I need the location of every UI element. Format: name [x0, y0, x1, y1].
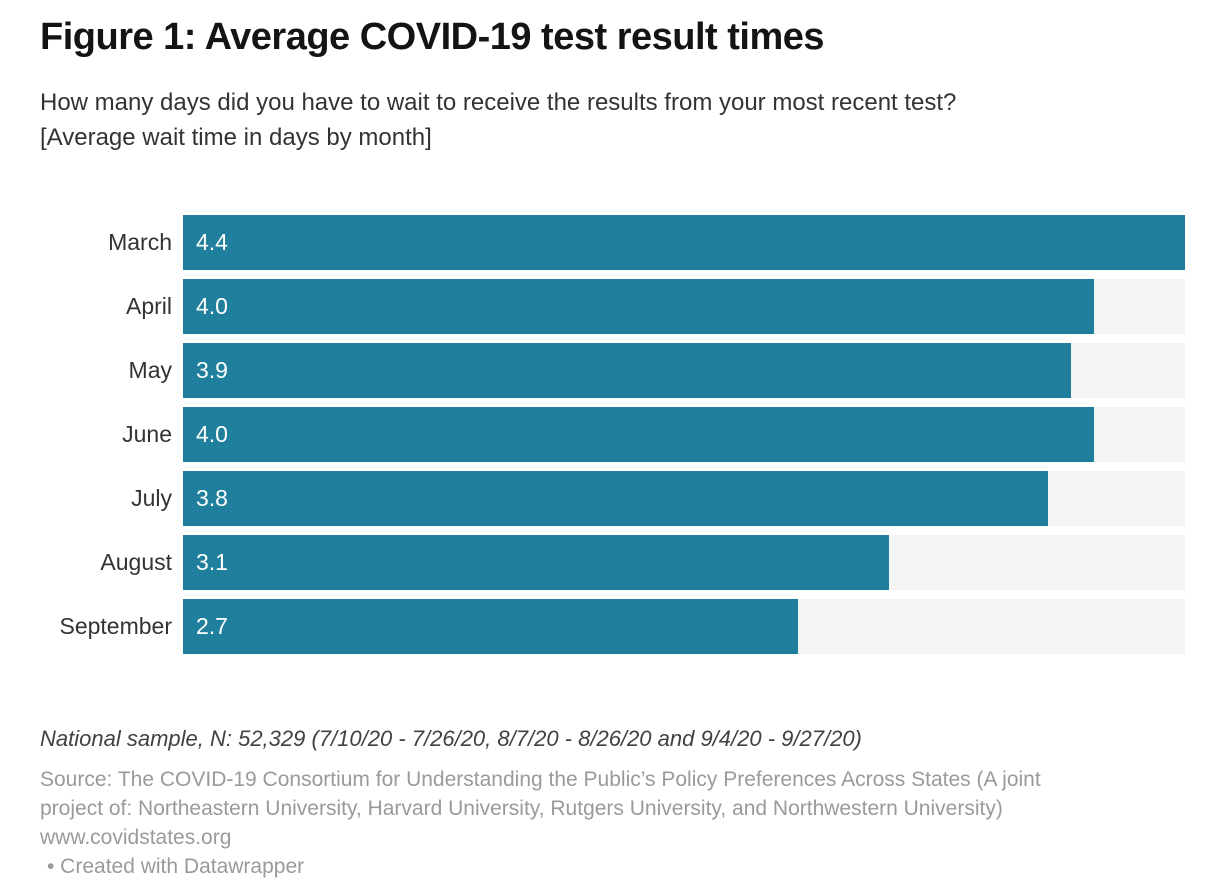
datawrapper-attribution-link[interactable]: • Created with Datawrapper [47, 855, 305, 878]
chart-row: April 4.0 [40, 279, 1185, 334]
source-line-1: Source: The COVID-19 Consortium for Unde… [40, 768, 1041, 791]
bar-value-label: 4.0 [196, 293, 228, 319]
bar-value-label: 3.9 [196, 357, 228, 383]
chart-subtitle-line-2: [Average wait time in days by month] [40, 124, 432, 151]
bar: 4.0 [183, 407, 1094, 462]
category-label: July [131, 485, 172, 511]
bar-track: 3.1 [183, 535, 1185, 590]
bar-value-label: 4.0 [196, 421, 228, 447]
chart-row: June 4.0 [40, 407, 1185, 462]
chart-rows: March 4.4 April 4.0 May 3.9 June 4.0 July 3.8 Augu… [40, 215, 1185, 654]
bar-track: 4.4 [183, 215, 1185, 270]
bar: 3.1 [183, 535, 889, 590]
bar-track: 2.7 [183, 599, 1185, 654]
category-label: May [128, 357, 172, 383]
bar: 3.9 [183, 343, 1072, 398]
category-label: September [59, 613, 172, 639]
bar-chart: March 4.4 April 4.0 May 3.9 June 4.0 July 3.8 Augu… [40, 215, 1185, 654]
bar-value-label: 3.1 [196, 549, 228, 575]
chart-row: September 2.7 [40, 599, 1185, 654]
chart-row: May 3.9 [40, 343, 1185, 398]
source-line-2: project of: Northeastern University, Har… [40, 797, 1003, 820]
category-label: April [125, 293, 172, 319]
chart-row: March 4.4 [40, 215, 1185, 270]
bar-track: 3.8 [183, 471, 1185, 526]
bar-value-label: 3.8 [196, 485, 228, 511]
sample-footnote: National sample, N: 52,329 (7/10/20 - 7/… [40, 726, 862, 751]
source-line-3-url: www.covidstates.org [40, 826, 232, 849]
bar-track: 3.9 [183, 343, 1185, 398]
bar-value-label: 4.4 [196, 229, 228, 255]
bar: 4.0 [183, 279, 1094, 334]
chart-subtitle: How many days did you have to wait to re… [40, 85, 1185, 155]
bar: 2.7 [183, 599, 798, 654]
category-label: June [122, 421, 172, 447]
bar: 4.4 [183, 215, 1185, 270]
chart-footer: National sample, N: 52,329 (7/10/20 - 7/… [40, 726, 1185, 881]
chart-title: Figure 1: Average COVID-19 test result t… [40, 16, 825, 58]
chart-row: August 3.1 [40, 535, 1185, 590]
chart-row: July 3.8 [40, 471, 1185, 526]
source-text: Source: The COVID-19 Consortium for Unde… [40, 765, 1185, 852]
category-label: March [108, 229, 172, 255]
bar: 3.8 [183, 471, 1049, 526]
chart-subtitle-line-1: How many days did you have to wait to re… [40, 89, 957, 116]
category-label: August [100, 549, 172, 575]
bar-track: 4.0 [183, 407, 1185, 462]
bar-track: 4.0 [183, 279, 1185, 334]
bar-value-label: 2.7 [196, 613, 228, 639]
